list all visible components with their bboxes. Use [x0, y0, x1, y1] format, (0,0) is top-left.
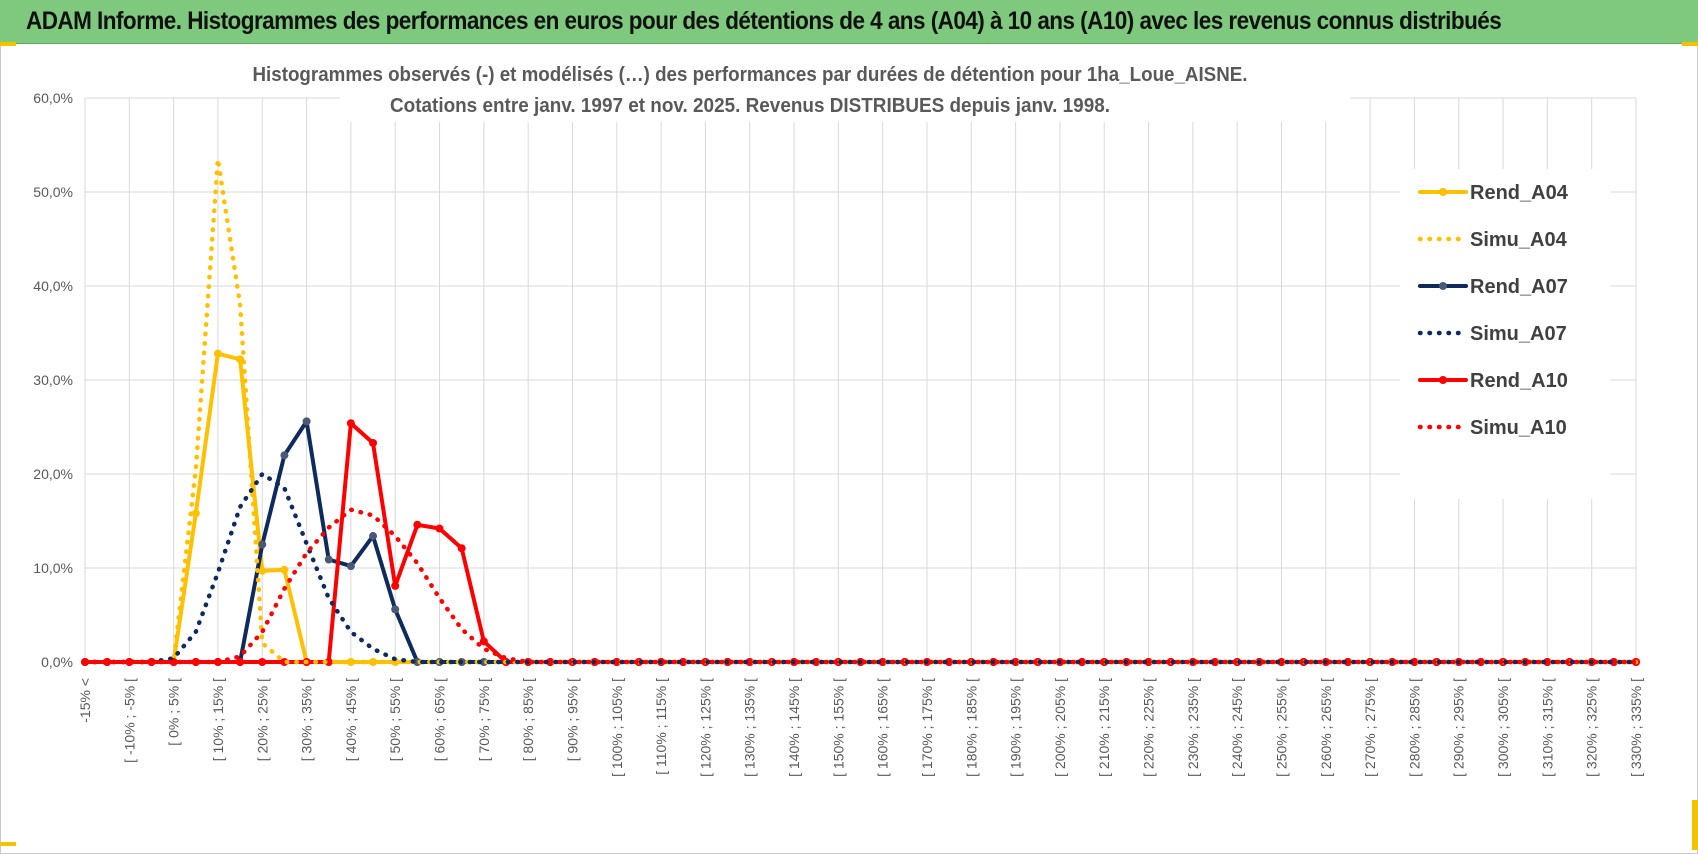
x-tick-label: [ 300% ; 305% [: [1495, 678, 1511, 777]
x-tick-label: [ 70% ; 75% [: [476, 678, 492, 761]
series-line-simu_a10: [82, 507, 1639, 665]
x-tick-label: [ 270% ; 275% [: [1362, 678, 1378, 777]
chart-title-line: Histogrammes observés (-) et modélisés (…: [253, 64, 1248, 86]
chart-title-background: [340, 56, 1350, 122]
data-point-rend_a10: [324, 658, 333, 666]
x-tick-label: [ 0% ; 5% [: [166, 678, 182, 746]
y-tick-label: 10,0%: [33, 560, 73, 576]
x-tick-label: [ 90% ; 95% [: [564, 678, 580, 761]
data-point-rend_a10: [369, 438, 378, 447]
x-tick-label: [ 230% ; 235% [: [1185, 678, 1201, 777]
legend-label: Simu_A07: [1470, 323, 1567, 345]
y-axis-ticks: 0,0% 10,0% 20,0% 30,0% 40,0% 50,0% 60,0%: [33, 90, 73, 670]
data-point-rend_a10: [435, 524, 444, 533]
accent-corner-top-right: [1682, 42, 1698, 46]
legend-marker: [1439, 376, 1447, 384]
x-tick-label: [ 200% ; 205% [: [1052, 678, 1068, 777]
legend-marker: [1439, 282, 1447, 290]
x-tick-label: [ 330% ; 335% [: [1628, 678, 1644, 777]
x-tick-label: [ 20% ; 25% [: [254, 678, 270, 761]
y-tick-label: 20,0%: [33, 466, 73, 482]
x-tick-label: [ 280% ; 285% [: [1406, 678, 1422, 777]
x-tick-label: [ 60% ; 65% [: [432, 678, 448, 761]
x-tick-label: [ 110% ; 115% [: [653, 678, 669, 775]
x-tick-label: [ 260% ; 265% [: [1318, 678, 1334, 777]
x-tick-label: -15% <: [77, 678, 93, 723]
x-tick-label: [ 40% ; 45% [: [343, 678, 359, 761]
data-point-rend_a07: [346, 562, 355, 571]
x-tick-label: [ 310% ; 315% [: [1539, 678, 1555, 777]
legend-label: Rend_A10: [1470, 370, 1568, 392]
x-axis-ticks: -15% < [ -10% ; -5% [ [ 0% ; 5% [ [ 10% ; 1…: [77, 678, 1644, 777]
x-tick-label: [ 250% ; 255% [: [1273, 678, 1289, 777]
data-point-rend_a04: [258, 566, 267, 575]
y-tick-label: 60,0%: [33, 90, 73, 106]
x-tick-label: [ 130% ; 135% [: [742, 678, 758, 777]
histogram-chart: 0,0% 10,0% 20,0% 30,0% 40,0% 50,0% 60,0% -15% …: [33, 56, 1644, 777]
y-tick-label: 50,0%: [33, 184, 73, 200]
data-point-rend_a04: [191, 509, 200, 518]
x-tick-label: [ -10% ; -5% [: [121, 678, 137, 763]
x-tick-label: [ 120% ; 125% [: [697, 678, 713, 777]
data-point-rend_a07: [280, 451, 289, 460]
data-point-rend_a07: [391, 605, 400, 614]
x-tick-label: [ 160% ; 165% [: [875, 678, 891, 777]
data-point-rend_a04: [280, 565, 289, 574]
chart-title-line: Cotations entre janv. 1997 et nov. 2025.…: [390, 95, 1110, 117]
report-title: ADAM Informe. Histogrammes des performan…: [26, 7, 1502, 35]
data-point-rend_a10: [479, 637, 488, 646]
data-point-rend_a10: [413, 520, 422, 529]
x-tick-label: [ 30% ; 35% [: [299, 678, 315, 761]
data-point-rend_a07: [302, 417, 311, 426]
legend-background: [1400, 169, 1610, 499]
chart-title: Histogrammes observés (-) et modélisés (…: [253, 56, 1350, 122]
x-tick-label: [ 240% ; 245% [: [1229, 678, 1245, 777]
data-point-rend_a10: [346, 419, 355, 428]
y-tick-label: 30,0%: [33, 372, 73, 388]
data-point-rend_a07: [324, 555, 333, 564]
series-line-simu_a07: [82, 471, 1639, 665]
legend: Rend_A04 Simu_A04 Rend_A07 Simu_A07 Rend_A10…: [1400, 169, 1610, 499]
x-tick-label: [ 290% ; 295% [: [1451, 678, 1467, 777]
x-tick-label: [ 50% ; 55% [: [387, 678, 403, 761]
data-point-rend_a10: [125, 658, 134, 666]
data-point-rend_a07: [369, 532, 378, 541]
data-point-rend_a10: [191, 658, 200, 666]
accent-corner-bottom-left: [0, 842, 16, 846]
x-tick-label: [ 80% ; 85% [: [520, 678, 536, 761]
data-point-rend_a04: [213, 349, 222, 358]
x-tick-label: [ 220% ; 225% [: [1141, 678, 1157, 777]
data-point-rend_a10: [258, 658, 267, 666]
x-tick-label: [ 190% ; 195% [: [1008, 678, 1024, 777]
data-point-rend_a07: [258, 540, 267, 549]
x-tick-label: [ 140% ; 145% [: [786, 678, 802, 777]
x-tick-label: [ 210% ; 215% [: [1096, 678, 1112, 777]
report-banner: ADAM Informe. Histogrammes des performan…: [0, 0, 1698, 44]
x-tick-label: [ 320% ; 325% [: [1584, 678, 1600, 777]
x-tick-label: [ 100% ; 105% [: [609, 678, 625, 777]
legend-label: Rend_A07: [1470, 276, 1568, 298]
series-lines: [81, 156, 1640, 666]
accent-corner-top-left: [0, 42, 16, 46]
y-tick-label: 40,0%: [33, 278, 73, 294]
x-tick-label: [ 150% ; 155% [: [830, 678, 846, 777]
data-point-rend_a10: [391, 581, 400, 590]
legend-label: Simu_A04: [1470, 229, 1568, 251]
legend-label: Rend_A04: [1470, 182, 1569, 204]
y-tick-label: 0,0%: [41, 654, 73, 670]
x-tick-label: [ 170% ; 175% [: [919, 678, 935, 777]
legend-label: Simu_A10: [1470, 417, 1567, 439]
legend-marker: [1439, 188, 1447, 196]
accent-corner-bottom-right: [1692, 800, 1698, 850]
data-point-rend_a10: [236, 658, 245, 666]
x-tick-label: [ 180% ; 185% [: [963, 678, 979, 777]
data-point-rend_a10: [457, 544, 466, 553]
x-tick-label: [ 10% ; 15% [: [210, 678, 226, 761]
